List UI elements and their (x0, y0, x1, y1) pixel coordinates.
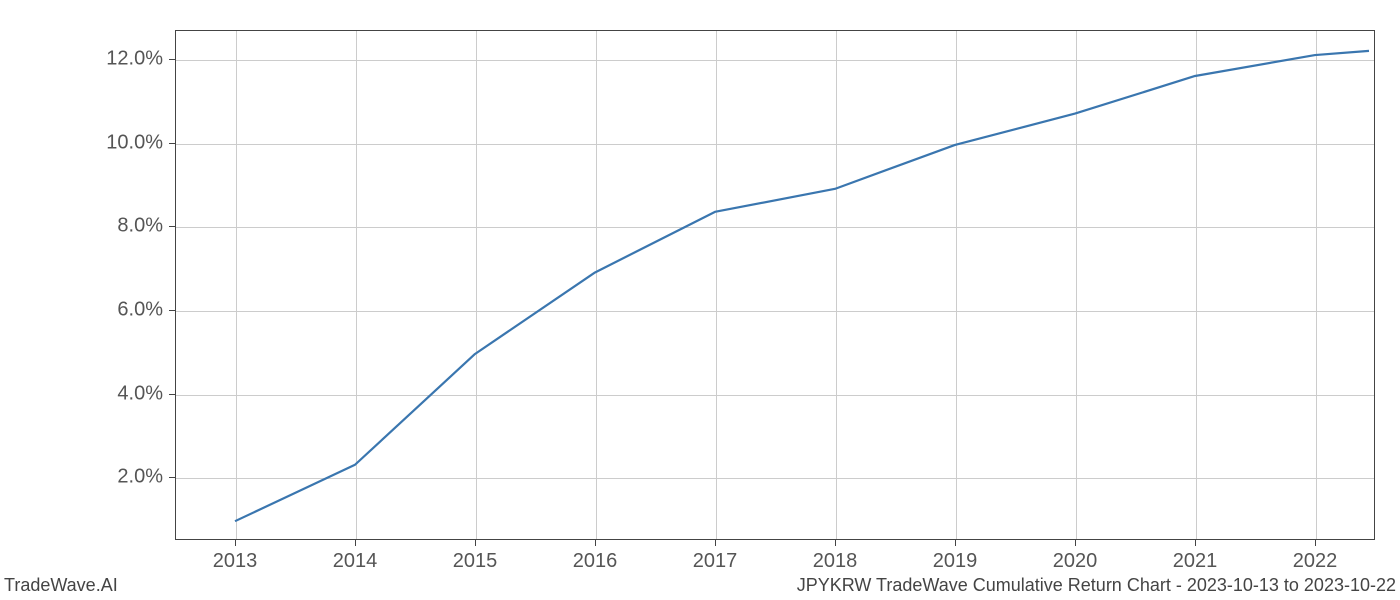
y-tick-mark (169, 394, 175, 395)
x-tick-mark (355, 540, 356, 546)
series-line-cumulative_return (235, 51, 1369, 521)
x-tick-mark (1315, 540, 1316, 546)
x-tick-label: 2014 (333, 550, 378, 573)
x-tick-label: 2016 (573, 550, 618, 573)
y-tick-mark (169, 477, 175, 478)
x-tick-mark (595, 540, 596, 546)
x-tick-label: 2013 (213, 550, 258, 573)
line-layer (0, 0, 1400, 600)
y-tick-label: 2.0% (117, 466, 163, 489)
y-tick-label: 12.0% (106, 48, 163, 71)
x-tick-mark (475, 540, 476, 546)
x-tick-mark (1075, 540, 1076, 546)
x-tick-mark (1195, 540, 1196, 546)
x-tick-mark (835, 540, 836, 546)
y-tick-label: 4.0% (117, 382, 163, 405)
y-tick-mark (169, 310, 175, 311)
x-tick-mark (235, 540, 236, 546)
x-tick-label: 2019 (933, 550, 978, 573)
y-tick-mark (169, 226, 175, 227)
x-tick-mark (715, 540, 716, 546)
x-tick-label: 2018 (813, 550, 858, 573)
y-tick-mark (169, 59, 175, 60)
x-tick-label: 2020 (1053, 550, 1098, 573)
x-tick-mark (955, 540, 956, 546)
chart-container: 2013 2014 2015 2016 2017 2018 2019 2020 2021 2022… (0, 0, 1400, 600)
footer-brand: TradeWave.AI (4, 575, 118, 596)
y-tick-label: 10.0% (106, 131, 163, 154)
x-tick-label: 2022 (1293, 550, 1338, 573)
x-tick-label: 2017 (693, 550, 738, 573)
footer-caption: JPYKRW TradeWave Cumulative Return Chart… (797, 575, 1396, 596)
y-tick-mark (169, 143, 175, 144)
x-tick-label: 2015 (453, 550, 498, 573)
x-tick-label: 2021 (1173, 550, 1218, 573)
y-tick-label: 6.0% (117, 299, 163, 322)
y-tick-label: 8.0% (117, 215, 163, 238)
